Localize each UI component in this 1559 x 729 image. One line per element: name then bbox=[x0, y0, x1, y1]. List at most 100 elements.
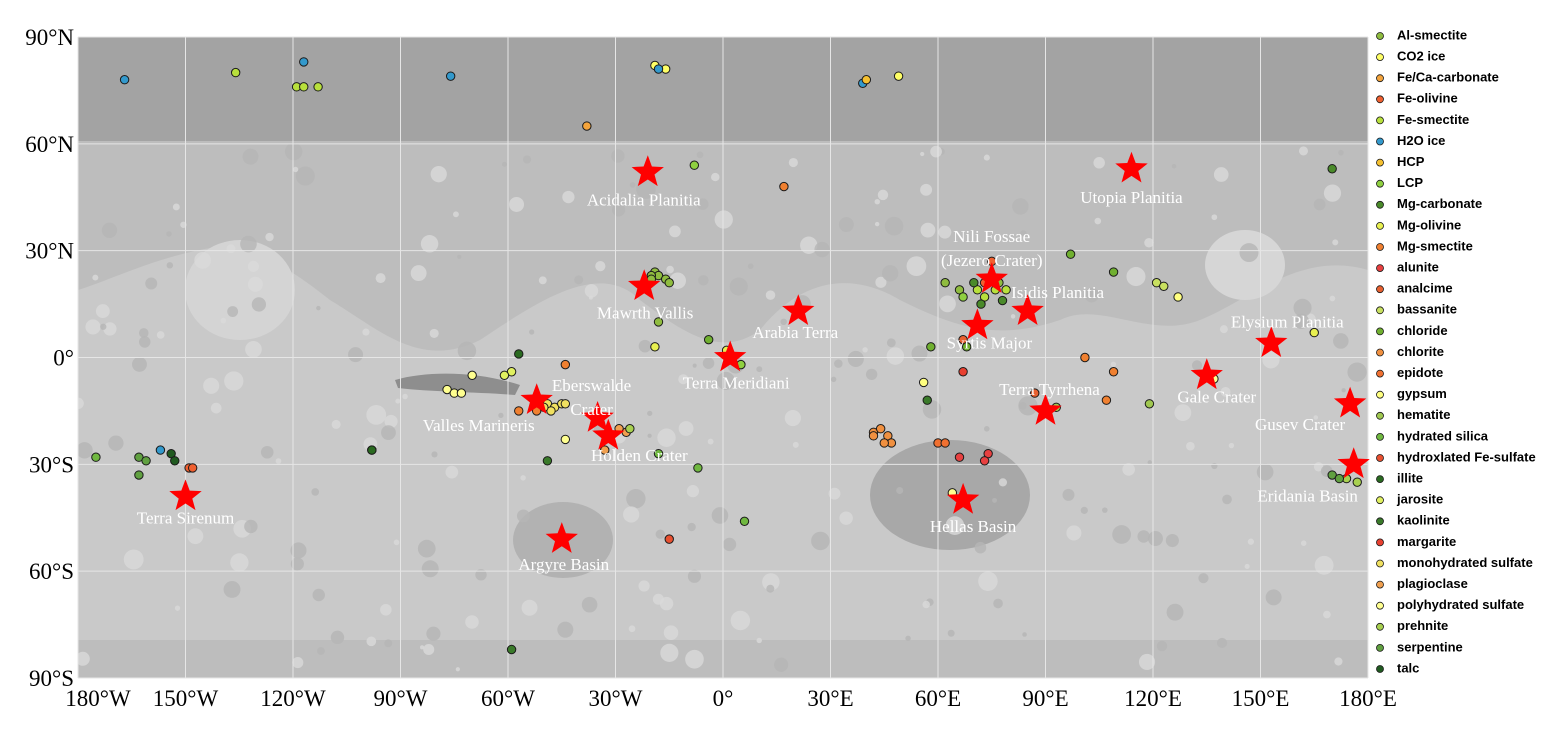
crater bbox=[138, 336, 151, 348]
legend-swatch bbox=[1376, 53, 1384, 61]
mineral-point bbox=[560, 434, 571, 445]
crater bbox=[284, 142, 303, 161]
x-tick-label: 30°E bbox=[807, 686, 853, 711]
crater bbox=[475, 569, 487, 581]
crater bbox=[1062, 488, 1075, 501]
crater bbox=[166, 262, 174, 269]
crater bbox=[402, 393, 408, 400]
crater bbox=[1293, 298, 1312, 317]
crater bbox=[410, 265, 427, 282]
crater bbox=[242, 148, 259, 165]
crater bbox=[366, 404, 387, 425]
mineral-point bbox=[187, 463, 198, 473]
mineral-point bbox=[979, 456, 990, 466]
mineral-point bbox=[1108, 267, 1119, 277]
crater bbox=[429, 328, 439, 338]
site-label: Argyre Basin bbox=[518, 555, 609, 574]
crater bbox=[886, 338, 896, 348]
crater bbox=[998, 478, 1008, 487]
crater bbox=[180, 221, 187, 228]
crater bbox=[1211, 462, 1218, 470]
crater bbox=[1313, 415, 1319, 420]
mineral-point bbox=[1334, 473, 1345, 484]
site-star bbox=[520, 383, 553, 414]
crater bbox=[905, 635, 911, 642]
crater bbox=[685, 649, 704, 669]
crater bbox=[896, 486, 904, 495]
crater bbox=[1228, 442, 1235, 449]
crater bbox=[638, 339, 652, 353]
crater bbox=[292, 656, 304, 669]
crater bbox=[498, 412, 504, 419]
crater bbox=[520, 475, 526, 481]
legend-label: Mg-smectite bbox=[1397, 238, 1473, 253]
legend-label: monohydrated sulfate bbox=[1397, 555, 1533, 570]
crater bbox=[628, 625, 636, 633]
mineral-point bbox=[1001, 285, 1011, 295]
crater bbox=[108, 435, 124, 451]
crater bbox=[945, 516, 965, 535]
crater bbox=[629, 182, 636, 188]
crater bbox=[1256, 463, 1274, 481]
crater bbox=[317, 647, 325, 655]
mineral-point bbox=[958, 292, 968, 302]
mineral-point bbox=[299, 57, 309, 67]
crater bbox=[978, 571, 998, 591]
crater bbox=[78, 651, 90, 666]
mineral-point bbox=[954, 452, 965, 462]
crater bbox=[655, 529, 666, 539]
legend-label: analcime bbox=[1397, 281, 1453, 296]
site-label: Gale Crater bbox=[1177, 387, 1256, 406]
crater bbox=[874, 199, 880, 205]
legend-label: prehnite bbox=[1397, 618, 1448, 633]
legend-swatch bbox=[1376, 32, 1384, 40]
crater bbox=[421, 560, 439, 578]
crater bbox=[729, 277, 748, 296]
legend-label: plagioclase bbox=[1397, 576, 1468, 591]
site-star bbox=[1337, 447, 1370, 479]
crater bbox=[330, 630, 345, 645]
mineral-point bbox=[299, 82, 309, 92]
crater bbox=[1219, 325, 1228, 334]
mineral-point bbox=[155, 445, 166, 455]
y-tick-label: 0° bbox=[53, 346, 74, 371]
crater bbox=[1186, 441, 1195, 451]
crater bbox=[174, 605, 181, 611]
legend-label: CO2 ice bbox=[1397, 49, 1445, 64]
mineral-point bbox=[1309, 327, 1319, 338]
crater bbox=[792, 441, 799, 448]
mineral-point bbox=[560, 399, 571, 409]
crater bbox=[522, 155, 532, 164]
crater bbox=[1122, 463, 1135, 476]
legend-swatch bbox=[1376, 496, 1384, 505]
crater bbox=[702, 357, 715, 369]
mineral-point bbox=[918, 377, 929, 388]
site-label: Isidis Planitia bbox=[1011, 283, 1104, 302]
crater bbox=[707, 438, 714, 445]
crater bbox=[839, 511, 853, 525]
crater bbox=[290, 557, 304, 571]
crater bbox=[381, 425, 396, 441]
crater bbox=[509, 196, 525, 212]
crater bbox=[669, 272, 686, 289]
crater bbox=[1094, 217, 1102, 225]
mineral-point bbox=[961, 342, 972, 352]
mineral-point bbox=[230, 67, 241, 78]
site-star bbox=[1011, 294, 1044, 325]
crater bbox=[1144, 238, 1154, 248]
crater bbox=[663, 625, 679, 640]
legend-swatch bbox=[1376, 95, 1384, 104]
legend-swatch bbox=[1376, 116, 1384, 125]
legend-label: Fe-olivine bbox=[1397, 91, 1458, 106]
mineral-point bbox=[926, 342, 936, 352]
crater bbox=[265, 232, 274, 242]
crater bbox=[974, 541, 987, 554]
legend-label: Al-smectite bbox=[1397, 27, 1467, 42]
legend-swatch bbox=[1376, 538, 1384, 547]
mineral-point bbox=[1030, 388, 1040, 398]
x-tick-label: 0° bbox=[713, 686, 734, 711]
crater bbox=[1112, 525, 1131, 544]
crater bbox=[692, 363, 697, 368]
crater bbox=[417, 539, 436, 558]
